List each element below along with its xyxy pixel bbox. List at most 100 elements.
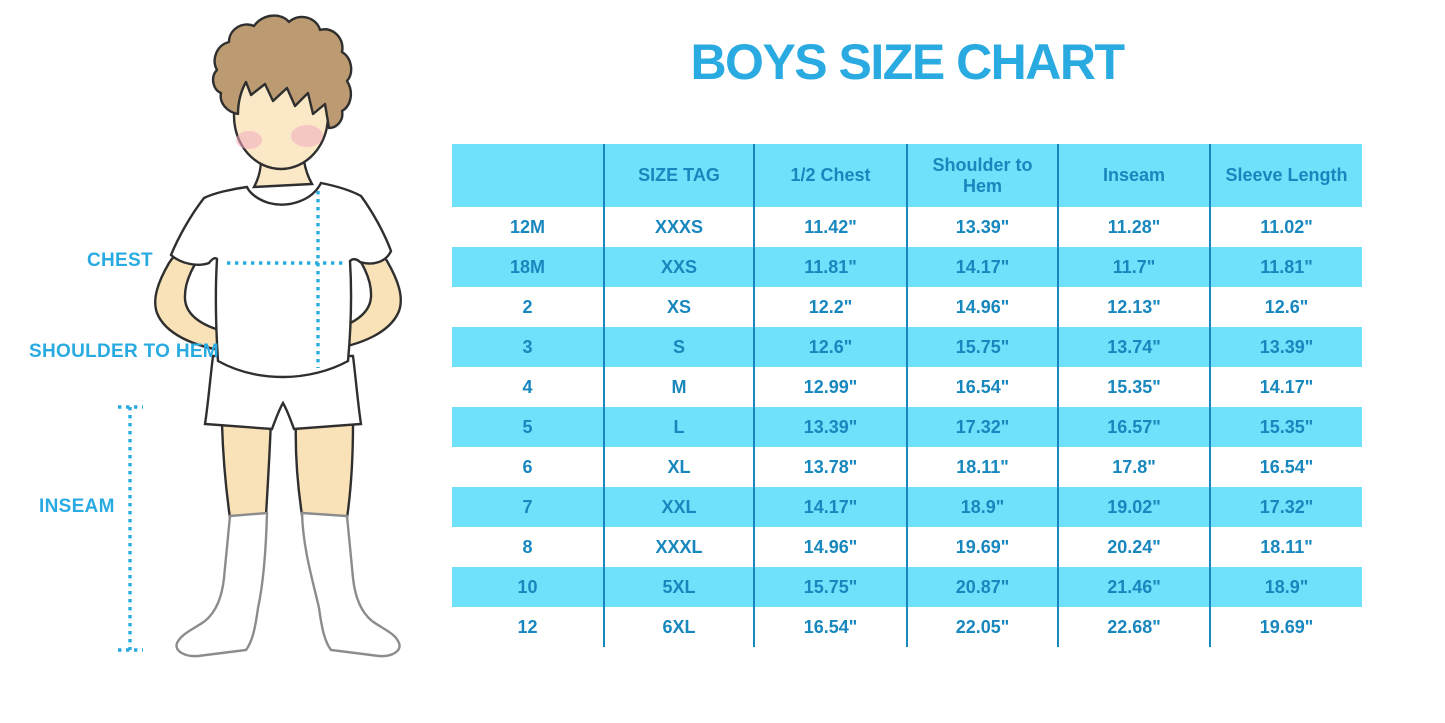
measurement-cell: 18.11" <box>1209 527 1362 567</box>
header-cell-inseam: Inseam <box>1057 144 1209 207</box>
table-row-4: 4 M 12.99" 16.54" 15.35" 14.17" <box>452 367 1362 407</box>
measurement-cell: 13.39" <box>906 207 1057 247</box>
table-row-12: 12 6XL 16.54" 22.05" 22.68" 19.69" <box>452 607 1362 647</box>
table-row-12M: 12M XXXS 11.42" 13.39" 11.28" 11.02" <box>452 207 1362 247</box>
measurement-cell: 15.35" <box>1209 407 1362 447</box>
boy-shorts <box>203 354 363 431</box>
measurement-cell: 17.8" <box>1057 447 1209 487</box>
inseam-label: INSEAM <box>39 496 115 517</box>
measurement-cell: XXS <box>603 247 753 287</box>
measurement-cell: 11.7" <box>1057 247 1209 287</box>
size-label-cell: 12M <box>509 216 545 237</box>
measurement-cell: 11.02" <box>1209 207 1362 247</box>
table-row-10: 10 5XL 15.75" 20.87" 21.46" 18.9" <box>452 567 1362 607</box>
boy-tshirt <box>169 181 393 379</box>
measurement-cell: 16.54" <box>906 367 1057 407</box>
size-table: SIZE TAG 1/2 Chest Shoulder to Hem Insea… <box>452 144 1362 647</box>
measurement-cell: 22.05" <box>906 607 1057 647</box>
header-cell-half-chest: 1/2 Chest <box>753 144 906 207</box>
measurement-cell: 14.17" <box>1209 367 1362 407</box>
boy-left-arm <box>154 232 238 354</box>
measurement-cell: XS <box>603 287 753 327</box>
measurement-cell: 15.35" <box>1057 367 1209 407</box>
table-row-6: 6 XL 13.78" 18.11" 17.8" 16.54" <box>452 447 1362 487</box>
size-label-cell: 3 <box>522 336 533 357</box>
measurement-cell: M <box>603 367 753 407</box>
size-label-cell: 4 <box>522 376 533 397</box>
measurement-cell: 20.24" <box>1057 527 1209 567</box>
measurement-cell: XL <box>603 447 753 487</box>
measurement-cell: S <box>603 327 753 367</box>
measurement-cell: 12.99" <box>753 367 906 407</box>
boy-right-cheek-blush <box>291 125 323 147</box>
header-cell-shoulder-to-hem: Shoulder to Hem <box>906 144 1057 207</box>
measurement-cell: 12.6" <box>1209 287 1362 327</box>
measurement-cell: 11.81" <box>1209 247 1362 287</box>
boy-illustration <box>118 14 402 658</box>
size-label-cell: 7 <box>522 496 533 517</box>
measurement-cell: 15.75" <box>906 327 1057 367</box>
measurement-cell: 15.75" <box>753 567 906 607</box>
table-row-18M: 18M XXS 11.81" 14.17" 11.7" 11.81" <box>452 247 1362 287</box>
content-panel: BOYS SIZE CHART SIZE TAG 1/2 Chest Shoul… <box>452 0 1362 723</box>
measurement-cell: 19.69" <box>906 527 1057 567</box>
table-row-5: 5 L 13.39" 17.32" 16.57" 15.35" <box>452 407 1362 447</box>
measurement-cell: 16.57" <box>1057 407 1209 447</box>
measurement-cell: 5XL <box>603 567 753 607</box>
measurement-cell: 6XL <box>603 607 753 647</box>
measurement-cell: 11.81" <box>753 247 906 287</box>
header-cell-sleeve-length: Sleeve Length <box>1209 144 1362 207</box>
page-title: BOYS SIZE CHART <box>690 34 1125 90</box>
shoulder-to-hem-label: SHOULDER TO HEM <box>29 341 219 362</box>
measurement-cell: 11.28" <box>1057 207 1209 247</box>
measurement-cell: XXL <box>603 487 753 527</box>
boy-hair <box>211 14 353 130</box>
measurement-cell: 13.39" <box>1209 327 1362 367</box>
measurement-cell: 21.46" <box>1057 567 1209 607</box>
measurement-cell: 17.32" <box>906 407 1057 447</box>
measurement-cell: 14.96" <box>753 527 906 567</box>
size-label-cell: 5 <box>522 416 533 437</box>
size-label-cell: 8 <box>522 536 533 557</box>
measurement-cell: 17.32" <box>1209 487 1362 527</box>
size-label-cell: 10 <box>517 576 538 597</box>
measurement-cell: 12.2" <box>753 287 906 327</box>
measurement-cell: 19.69" <box>1209 607 1362 647</box>
measurement-cell: 13.39" <box>753 407 906 447</box>
header-cell-size <box>452 144 603 207</box>
boy-right-thigh <box>294 416 355 520</box>
measurement-cell: 13.78" <box>753 447 906 487</box>
table-row-7: 7 XXL 14.17" 18.9" 19.02" 17.32" <box>452 487 1362 527</box>
size-label-cell: 6 <box>522 456 533 477</box>
measurement-cell: 20.87" <box>906 567 1057 607</box>
measurement-cell: 14.17" <box>906 247 1057 287</box>
measurement-cell: 13.74" <box>1057 327 1209 367</box>
measurement-cell: 18.11" <box>906 447 1057 487</box>
measurement-cell: XXXS <box>603 207 753 247</box>
size-label-cell: 18M <box>509 256 545 277</box>
measurement-cell: 12.6" <box>753 327 906 367</box>
measurement-cell: 16.54" <box>753 607 906 647</box>
boy-right-sock <box>300 511 401 658</box>
measurement-cell: 16.54" <box>1209 447 1362 487</box>
table-row-3: 3 S 12.6" 15.75" 13.74" 13.39" <box>452 327 1362 367</box>
measurement-cell: L <box>603 407 753 447</box>
table-row-8: 8 XXXL 14.96" 19.69" 20.24" 18.11" <box>452 527 1362 567</box>
table-row-2: 2 XS 12.2" 14.96" 12.13" 12.6" <box>452 287 1362 327</box>
measurement-cell: 18.9" <box>906 487 1057 527</box>
measurement-figure: CHEST SHOULDER TO HEM INSEAM <box>0 0 452 723</box>
measurement-cell: 14.17" <box>753 487 906 527</box>
size-label-cell: 2 <box>522 296 533 317</box>
measurement-cell: 14.96" <box>906 287 1057 327</box>
measurement-cell: 11.42" <box>753 207 906 247</box>
measurement-cell: 19.02" <box>1057 487 1209 527</box>
size-table-body: 12M XXXS 11.42" 13.39" 11.28" 11.02" 18M XXS 11.… <box>452 207 1362 647</box>
boy-left-sock <box>175 511 269 658</box>
measurement-cell: XXXL <box>603 527 753 567</box>
table-header-row: SIZE TAG 1/2 Chest Shoulder to Hem Insea… <box>452 144 1362 207</box>
measurement-cell: 22.68" <box>1057 607 1209 647</box>
boy-left-cheek-blush <box>236 131 262 149</box>
chest-label: CHEST <box>87 250 153 271</box>
boy-left-thigh <box>220 416 273 520</box>
